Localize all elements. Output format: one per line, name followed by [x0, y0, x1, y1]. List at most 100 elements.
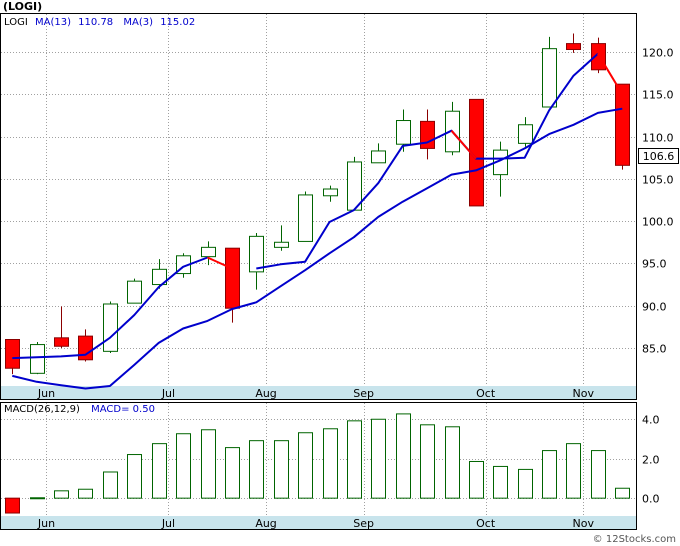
- legend-ma13-value: 110.78: [78, 17, 113, 28]
- macd-x-tick-label: Oct: [476, 517, 496, 530]
- candle: [78, 329, 93, 362]
- candle-body-up: [127, 280, 142, 304]
- macd-bar: [566, 443, 581, 499]
- candle-body-up: [518, 124, 533, 144]
- candle-body-up: [274, 241, 289, 248]
- candle: [566, 33, 581, 53]
- macd-y-tick-label: 4.0: [642, 414, 660, 427]
- macd-bar: [30, 497, 45, 500]
- candle-body-down: [78, 335, 93, 361]
- ma3-line-declining: [450, 130, 477, 160]
- price-y-tick-label: 100.0: [642, 216, 674, 229]
- macd-bar: [274, 440, 289, 499]
- macd-x-axis-band: [1, 516, 636, 529]
- legend: LOGI MA(13) 110.78 MA(3) 115.02: [4, 17, 195, 28]
- moving-average-lines: [12, 52, 624, 390]
- macd-bar: [469, 460, 484, 499]
- candle-body-down: [615, 83, 630, 166]
- price-x-tick-label: Jul: [161, 387, 175, 400]
- macd-bar: [5, 497, 20, 514]
- last-price-tag: 106.6: [638, 148, 679, 164]
- price-x-tick-label: Oct: [476, 387, 496, 400]
- candle-body-down: [591, 43, 606, 71]
- legend-ma13-label: MA(13): [35, 17, 71, 28]
- candle: [396, 109, 411, 152]
- candle-body-up: [249, 235, 264, 273]
- candle-body-down: [420, 120, 435, 149]
- candle: [249, 232, 264, 290]
- price-y-tick-label: 95.0: [642, 258, 667, 271]
- ma3-line-declining: [597, 53, 624, 95]
- candle: [542, 36, 557, 108]
- candle: [201, 241, 216, 266]
- candle-body-up: [103, 303, 118, 352]
- candle-body-down: [225, 247, 240, 309]
- ma3-line: [12, 256, 208, 360]
- macd-x-tick-label: Sep: [353, 517, 374, 530]
- macd-bar: [542, 450, 557, 499]
- legend-symbol: LOGI: [4, 17, 28, 28]
- ma3-line-declining: [207, 256, 233, 270]
- price-y-tick-label: 115.0: [642, 89, 674, 102]
- candle-body-down: [566, 43, 581, 51]
- macd-bar: [615, 487, 630, 499]
- macd-label-value: MACD= 0.50: [91, 404, 155, 415]
- macd-label: MACD(26,12,9) MACD= 0.50: [4, 404, 155, 415]
- price-x-tick-label: Aug: [255, 387, 276, 400]
- candle: [225, 247, 240, 323]
- macd-bar: [420, 424, 435, 499]
- price-y-tick-label: 85.0: [642, 343, 667, 356]
- watermark: © 12Stocks.com: [593, 534, 676, 545]
- price-y-tick-label: 110.0: [642, 132, 674, 145]
- macd-bar: [371, 418, 386, 499]
- macd-label-name: MACD(26,12,9): [4, 404, 80, 415]
- macd-x-tick-label: Nov: [573, 517, 595, 530]
- macd-bar: [518, 468, 533, 499]
- macd-bar: [103, 471, 118, 499]
- candle-body-up: [30, 344, 45, 374]
- candle-body-up: [542, 48, 557, 108]
- last-price-tag-box: [638, 148, 679, 164]
- candle-body-up: [396, 120, 411, 145]
- candle-body-up: [298, 194, 313, 242]
- macd-bar: [78, 488, 93, 499]
- candle: [371, 143, 386, 164]
- macd-panel-frame: [0, 402, 637, 530]
- legend-ma3-label: MA(3): [123, 17, 153, 28]
- chart-title: (LOGI): [3, 0, 42, 13]
- price-x-axis-labels: Jun Jul Aug Sep Oct Nov: [37, 387, 595, 400]
- price-y-tick-label: 105.0: [642, 174, 674, 187]
- macd-x-tick-label: Aug: [255, 517, 276, 530]
- legend-ma3-value: 115.02: [160, 17, 195, 28]
- macd-bar: [176, 433, 191, 499]
- candle: [298, 191, 313, 242]
- price-x-tick-label: Nov: [573, 387, 595, 400]
- candle: [323, 185, 338, 202]
- price-y-axis-labels: 85.0 90.0 95.0 100.0 105.0 110.0 115.0 120.0: [642, 47, 674, 356]
- candle: [469, 98, 484, 207]
- macd-y-tick-label: 0.0: [642, 493, 660, 506]
- candle-body-up: [371, 150, 386, 164]
- ma3-line: [256, 52, 599, 270]
- macd-bar: [127, 454, 142, 499]
- candle: [103, 301, 118, 354]
- macd-y-axis-labels: 0.0 2.0 4.0: [642, 414, 660, 506]
- macd-bar: [201, 429, 216, 499]
- macd-bar: [591, 450, 606, 499]
- candle-body-up: [323, 188, 338, 197]
- macd-bar: [54, 490, 69, 499]
- price-y-tick-label: 90.0: [642, 301, 667, 314]
- price-x-axis-band: [1, 386, 636, 399]
- macd-bar: [493, 465, 508, 499]
- candle: [5, 339, 20, 375]
- candle-body-down: [5, 339, 20, 369]
- ma13-line: [12, 107, 623, 390]
- macd-bar: [396, 413, 411, 499]
- macd-bar: [323, 428, 338, 499]
- price-grid: [1, 14, 636, 386]
- candle: [518, 117, 533, 147]
- candle-body-up: [152, 268, 167, 286]
- macd-bar: [152, 443, 167, 499]
- macd-x-tick-label: Jun: [37, 517, 55, 530]
